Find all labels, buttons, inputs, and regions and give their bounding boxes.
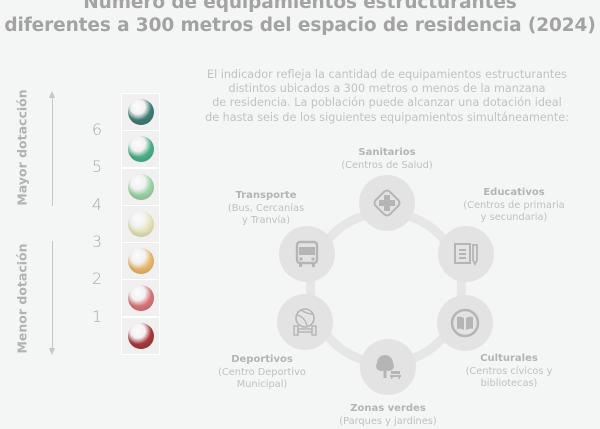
color-ball-icon [127, 248, 154, 275]
equipment-detail: (Centros de Salud) [341, 159, 433, 171]
equipment-detail: (Centros cívicos y [465, 365, 553, 377]
equipment-detail: bibliotecas) [480, 378, 538, 389]
description-line: de hasta seis de los siguientes equipami… [205, 110, 569, 124]
title-line-1: Número de equipamientos estructurantes [83, 0, 517, 13]
description-line: de residencia. La población puede alcanz… [212, 96, 562, 110]
scale-cell [122, 94, 159, 130]
book-icon [450, 308, 480, 338]
scale-cell [122, 168, 159, 205]
label-transporte: Transporte (Bus, Cercanías y Tranvía) [210, 190, 322, 228]
color-ball-icon [127, 99, 154, 125]
equipment-name: Transporte [235, 190, 297, 201]
scale-number-4: 4 [91, 195, 103, 214]
scale-cell [122, 317, 159, 354]
upper-scale-label: Mayor dotacción [14, 89, 30, 206]
label-culturales: Culturales (Centros cívicos y biblioteca… [449, 353, 569, 391]
down-arrow-line [52, 241, 53, 351]
scale-number-1: 1 [91, 307, 103, 326]
down-arrow-icon [49, 348, 55, 355]
scale-cell [122, 243, 159, 280]
label-sanitarios: Sanitarios (Centros de Salud) [327, 147, 447, 172]
lower-scale-label: Menor dotación [14, 243, 30, 354]
indicator-description: El indicador refleja la cantidad de equi… [188, 68, 586, 125]
scale-number-3: 3 [91, 232, 103, 251]
title-line-2: diferentes a 300 metros del espacio de r… [4, 15, 596, 36]
equipment-name: Deportivos [231, 354, 293, 365]
scale-cell [122, 280, 159, 317]
node-deportivos [277, 294, 333, 350]
description-line: distintos ubicados a 300 metros o menos … [228, 82, 546, 96]
equipment-detail: (Centros de primaria [463, 199, 565, 211]
document-pencil-icon [454, 243, 478, 267]
node-educativos [438, 226, 494, 282]
scale-cell [122, 131, 159, 168]
color-ball-icon [127, 210, 154, 237]
page-title: Número de equipamientos estructurantes d… [0, 0, 600, 37]
scale-cell [122, 205, 159, 242]
color-ball-icon [127, 285, 154, 312]
color-ball-icon [127, 322, 154, 349]
equipment-detail: y secundaria) [480, 212, 548, 223]
equipment-name: Educativos [483, 187, 545, 198]
scale-number-5: 5 [91, 157, 103, 176]
equipment-name: Culturales [480, 353, 538, 364]
color-ball-icon [127, 173, 154, 200]
color-scale [121, 93, 160, 355]
label-zonas-verdes: Zonas verdes (Parques y jardines) [320, 403, 456, 428]
equipment-detail: y Tranvía) [241, 215, 291, 226]
scale-number-2: 2 [91, 269, 103, 288]
bus-icon [295, 240, 319, 267]
equipment-detail: (Centro Deportivo [218, 366, 306, 378]
node-transporte [279, 226, 335, 282]
equipment-detail: (Bus, Cercanías [227, 202, 305, 214]
equipment-name: Sanitarios [358, 147, 416, 158]
ball-dumbbell-icon [293, 308, 317, 336]
node-sanitarios [359, 175, 415, 231]
health-cross-icon [373, 189, 401, 217]
equipment-detail: Municipal) [236, 379, 288, 390]
node-culturales [437, 295, 493, 351]
label-deportivos: Deportivos (Centro Deportivo Municipal) [208, 354, 316, 392]
description-line: El indicador refleja la cantidad de equi… [207, 68, 567, 81]
color-ball-icon [127, 136, 154, 163]
label-educativos: Educativos (Centros de primaria y secund… [455, 187, 573, 225]
up-arrow-icon [49, 91, 55, 98]
tree-bench-icon [376, 355, 401, 379]
equipment-name: Zonas verdes [350, 403, 426, 414]
node-zonas-verdes [360, 339, 416, 395]
up-arrow-line [52, 96, 53, 206]
equipment-detail: (Parques y jardines) [339, 415, 437, 427]
scale-number-6: 6 [91, 120, 103, 139]
